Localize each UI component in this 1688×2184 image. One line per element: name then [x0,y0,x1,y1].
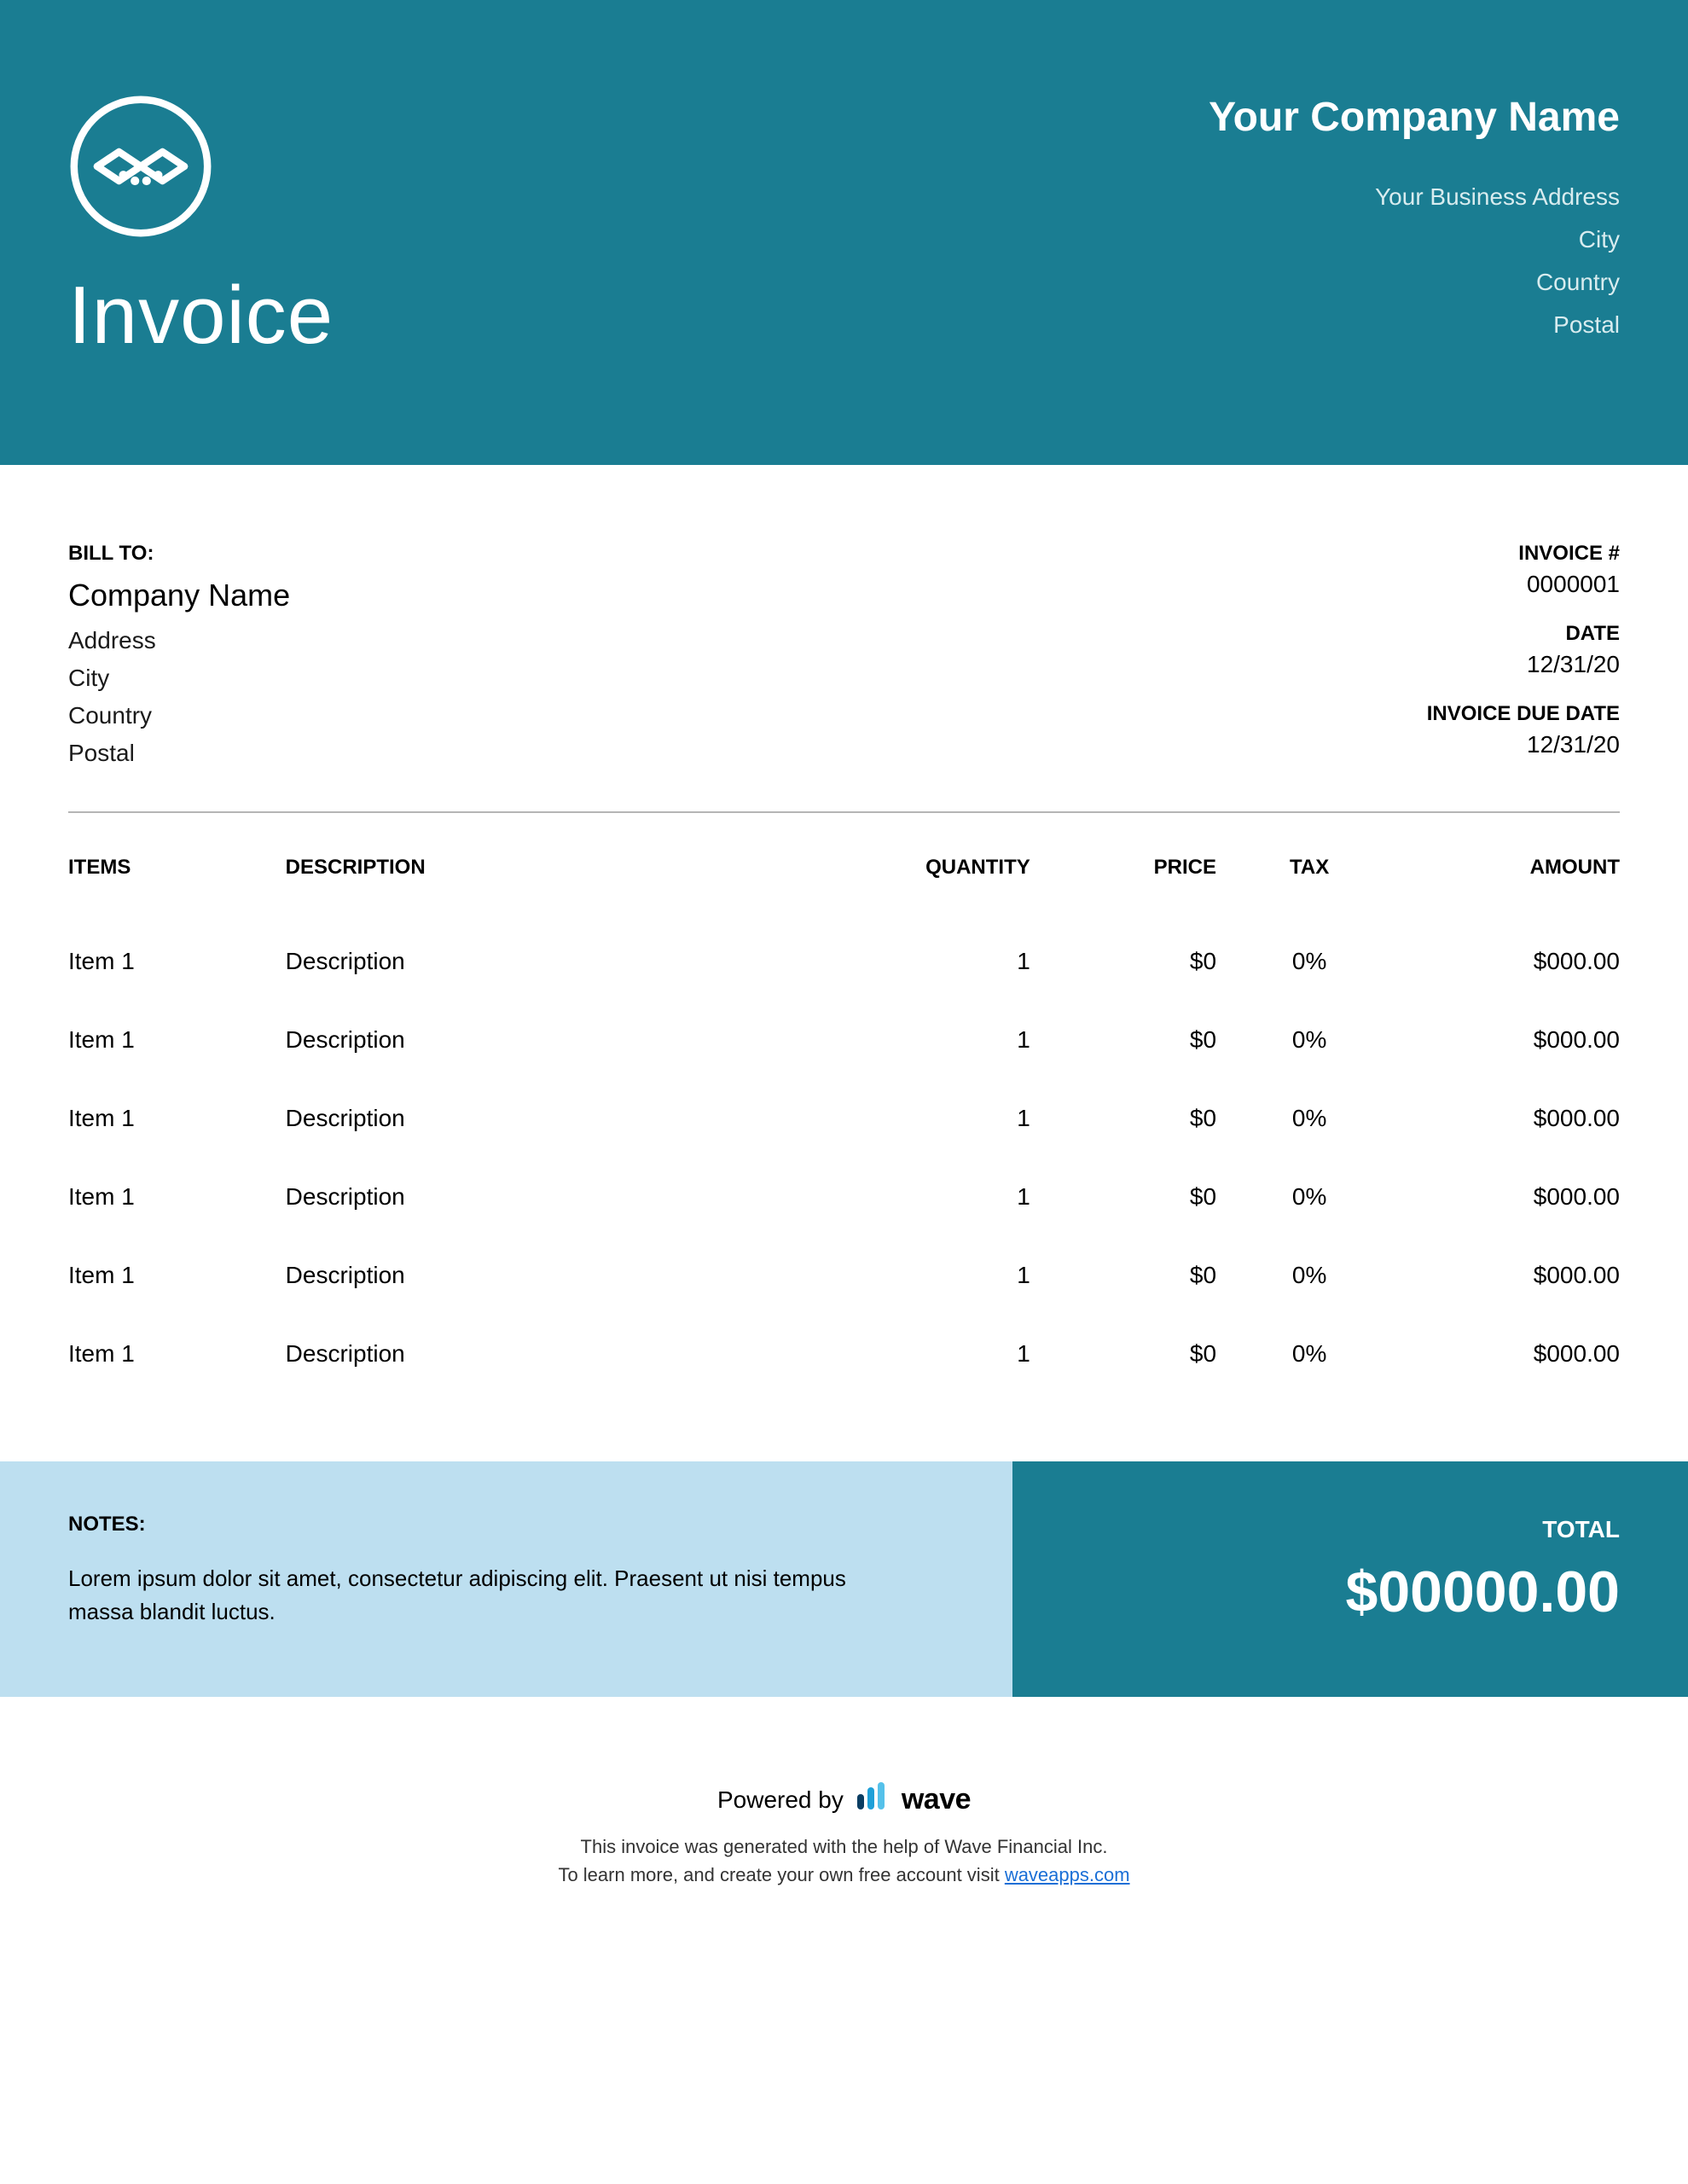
cell-amount: $000.00 [1402,1158,1620,1236]
cell-quantity: 1 [844,1315,1030,1393]
cell-description: Description [286,922,844,1001]
col-header-price: PRICE [1030,856,1216,922]
company-city: City [1209,226,1620,253]
invoice-meta-section: BILL TO: Company Name Address City Count… [0,465,1688,811]
fineprint-line1: This invoice was generated with the help… [0,1833,1688,1861]
powered-by-section: Powered by wave This invoice was generat… [0,1697,1688,1923]
cell-description: Description [286,1001,844,1079]
cell-description: Description [286,1315,844,1393]
line-items-table: ITEMS DESCRIPTION QUANTITY PRICE TAX AMO… [68,856,1620,1393]
meta-divider [68,811,1620,813]
total-value: $00000.00 [1047,1559,1620,1625]
cell-quantity: 1 [844,1158,1030,1236]
table-row: Item 1Description1$00%$000.00 [68,1236,1620,1315]
header-right: Your Company Name Your Business Address … [1209,94,1620,354]
cell-tax: 0% [1216,922,1402,1001]
invoice-number-label: INVOICE # [1427,542,1620,566]
invoice-date: 12/31/20 [1427,651,1620,678]
col-header-items: ITEMS [68,856,286,922]
cell-amount: $000.00 [1402,1236,1620,1315]
cell-item: Item 1 [68,1001,286,1079]
cell-item: Item 1 [68,922,286,1001]
footer-bands: NOTES: Lorem ipsum dolor sit amet, conse… [0,1461,1688,1697]
cell-tax: 0% [1216,1079,1402,1158]
table-header-row: ITEMS DESCRIPTION QUANTITY PRICE TAX AMO… [68,856,1620,922]
cell-price: $0 [1030,1315,1216,1393]
cell-price: $0 [1030,1001,1216,1079]
cell-description: Description [286,1079,844,1158]
cell-item: Item 1 [68,1236,286,1315]
cell-item: Item 1 [68,1158,286,1236]
fineprint: This invoice was generated with the help… [0,1833,1688,1889]
table-row: Item 1Description1$00%$000.00 [68,1001,1620,1079]
cell-description: Description [286,1158,844,1236]
cell-tax: 0% [1216,1315,1402,1393]
cell-quantity: 1 [844,1079,1030,1158]
cell-amount: $000.00 [1402,922,1620,1001]
cell-price: $0 [1030,922,1216,1001]
waveapps-link[interactable]: waveapps.com [1005,1864,1130,1885]
cell-quantity: 1 [844,1001,1030,1079]
notes-label: NOTES: [68,1513,944,1536]
company-name: Your Company Name [1209,94,1620,141]
cell-tax: 0% [1216,1001,1402,1079]
company-country: Country [1209,269,1620,296]
bill-to-label: BILL TO: [68,542,290,566]
invoice-due-label: INVOICE DUE DATE [1427,702,1620,726]
bill-to-company: Company Name [68,578,290,613]
powered-by-prefix: Powered by [717,1786,844,1814]
invoice-date-label: DATE [1427,622,1620,646]
total-panel: TOTAL $00000.00 [1012,1461,1688,1697]
table-row: Item 1Description1$00%$000.00 [68,922,1620,1001]
company-postal: Postal [1209,311,1620,339]
header-left: Invoice [68,94,334,363]
cell-price: $0 [1030,1158,1216,1236]
cell-description: Description [286,1236,844,1315]
bill-to-address: Address [68,627,290,654]
table-row: Item 1Description1$00%$000.00 [68,1315,1620,1393]
col-header-amount: AMOUNT [1402,856,1620,922]
fineprint-line2-prefix: To learn more, and create your own free … [558,1864,1004,1885]
cell-quantity: 1 [844,922,1030,1001]
bill-to-city: City [68,665,290,692]
col-header-description: DESCRIPTION [286,856,844,922]
cell-tax: 0% [1216,1158,1402,1236]
invoice-due-date: 12/31/20 [1427,731,1620,758]
table-row: Item 1Description1$00%$000.00 [68,1158,1620,1236]
col-header-tax: TAX [1216,856,1402,922]
invoice-number: 0000001 [1427,571,1620,598]
cell-price: $0 [1030,1236,1216,1315]
invoice-numbers-block: INVOICE # 0000001 DATE 12/31/20 INVOICE … [1427,542,1620,777]
wave-logo-icon [856,1782,890,1817]
invoice-title: Invoice [68,269,334,363]
col-header-quantity: QUANTITY [844,856,1030,922]
fineprint-line2: To learn more, and create your own free … [0,1861,1688,1889]
company-address: Your Business Address [1209,183,1620,211]
cell-amount: $000.00 [1402,1079,1620,1158]
cell-amount: $000.00 [1402,1001,1620,1079]
cell-tax: 0% [1216,1236,1402,1315]
total-label: TOTAL [1047,1516,1620,1543]
cell-item: Item 1 [68,1315,286,1393]
invoice-header: Invoice Your Company Name Your Business … [0,0,1688,465]
cell-quantity: 1 [844,1236,1030,1315]
cell-amount: $000.00 [1402,1315,1620,1393]
table-row: Item 1Description1$00%$000.00 [68,1079,1620,1158]
notes-panel: NOTES: Lorem ipsum dolor sit amet, conse… [0,1461,1012,1697]
wave-brand-text: wave [902,1783,971,1816]
bill-to-postal: Postal [68,740,290,767]
bill-to-country: Country [68,702,290,729]
bill-to-block: BILL TO: Company Name Address City Count… [68,542,290,777]
handshake-logo-icon [68,94,334,243]
cell-price: $0 [1030,1079,1216,1158]
cell-item: Item 1 [68,1079,286,1158]
notes-text: Lorem ipsum dolor sit amet, consectetur … [68,1562,901,1629]
